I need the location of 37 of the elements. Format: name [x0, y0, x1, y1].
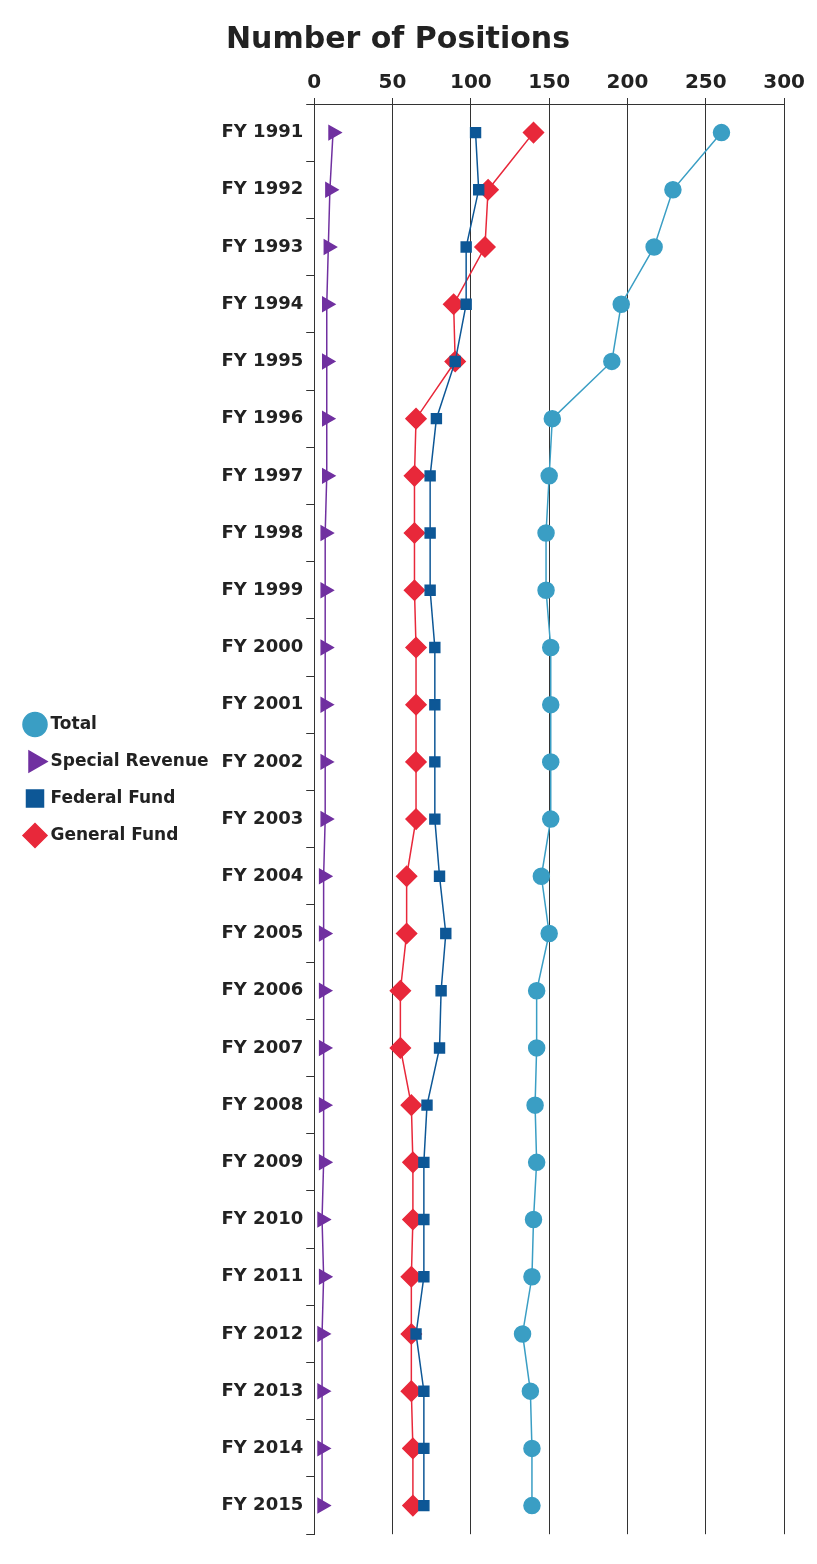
y-tick-label: FY 1999 — [221, 577, 304, 599]
y-tick-label: FY 1994 — [221, 291, 304, 313]
x-tick-label: 250 — [684, 69, 727, 94]
y-tick-label: FY 2007 — [221, 1035, 304, 1057]
y-tick-label: FY 2011 — [221, 1264, 304, 1286]
y-tick-label: FY 2015 — [221, 1493, 304, 1515]
x-tick-label: 200 — [606, 69, 649, 94]
x-tick-label: 150 — [528, 69, 571, 94]
y-tick-label: FY 2013 — [221, 1378, 304, 1400]
y-tick-label: FY 2005 — [221, 921, 304, 943]
y-tick-label: FY 1998 — [221, 520, 304, 542]
x-tick-label: 50 — [378, 69, 407, 94]
y-tick-label: FY 2010 — [221, 1207, 304, 1229]
y-tick-label: FY 1992 — [221, 177, 304, 199]
legend-label: Special Revenue — [50, 749, 209, 770]
y-tick-label: FY 1995 — [221, 349, 304, 371]
y-tick-label: FY 2008 — [221, 1092, 304, 1114]
x-tick-label: 100 — [449, 69, 492, 94]
y-tick-label: FY 1996 — [221, 406, 304, 428]
y-tick-label: FY 2009 — [221, 1150, 304, 1172]
x-tick-label: 300 — [763, 69, 805, 94]
y-tick-label: FY 2001 — [221, 692, 304, 714]
y-tick-label: FY 1991 — [221, 120, 304, 142]
y-tick-label: FY 2006 — [221, 978, 304, 1000]
y-tick-label: FY 2014 — [221, 1436, 304, 1458]
legend-label: Total — [50, 712, 97, 733]
y-tick-label: FY 2002 — [221, 749, 304, 771]
y-tick-label: FY 2012 — [221, 1321, 304, 1343]
chart-title: Number of Positions — [225, 19, 571, 55]
y-tick-label: FY 2000 — [221, 635, 304, 657]
x-tick-label: 0 — [307, 69, 322, 94]
y-tick-label: FY 1993 — [221, 234, 304, 256]
y-tick-label: FY 1997 — [221, 463, 304, 485]
y-tick-label: FY 2003 — [221, 806, 304, 828]
y-tick-label: FY 2004 — [221, 863, 304, 885]
legend-label: Federal Fund — [50, 786, 176, 807]
legend-label: General Fund — [50, 823, 179, 844]
